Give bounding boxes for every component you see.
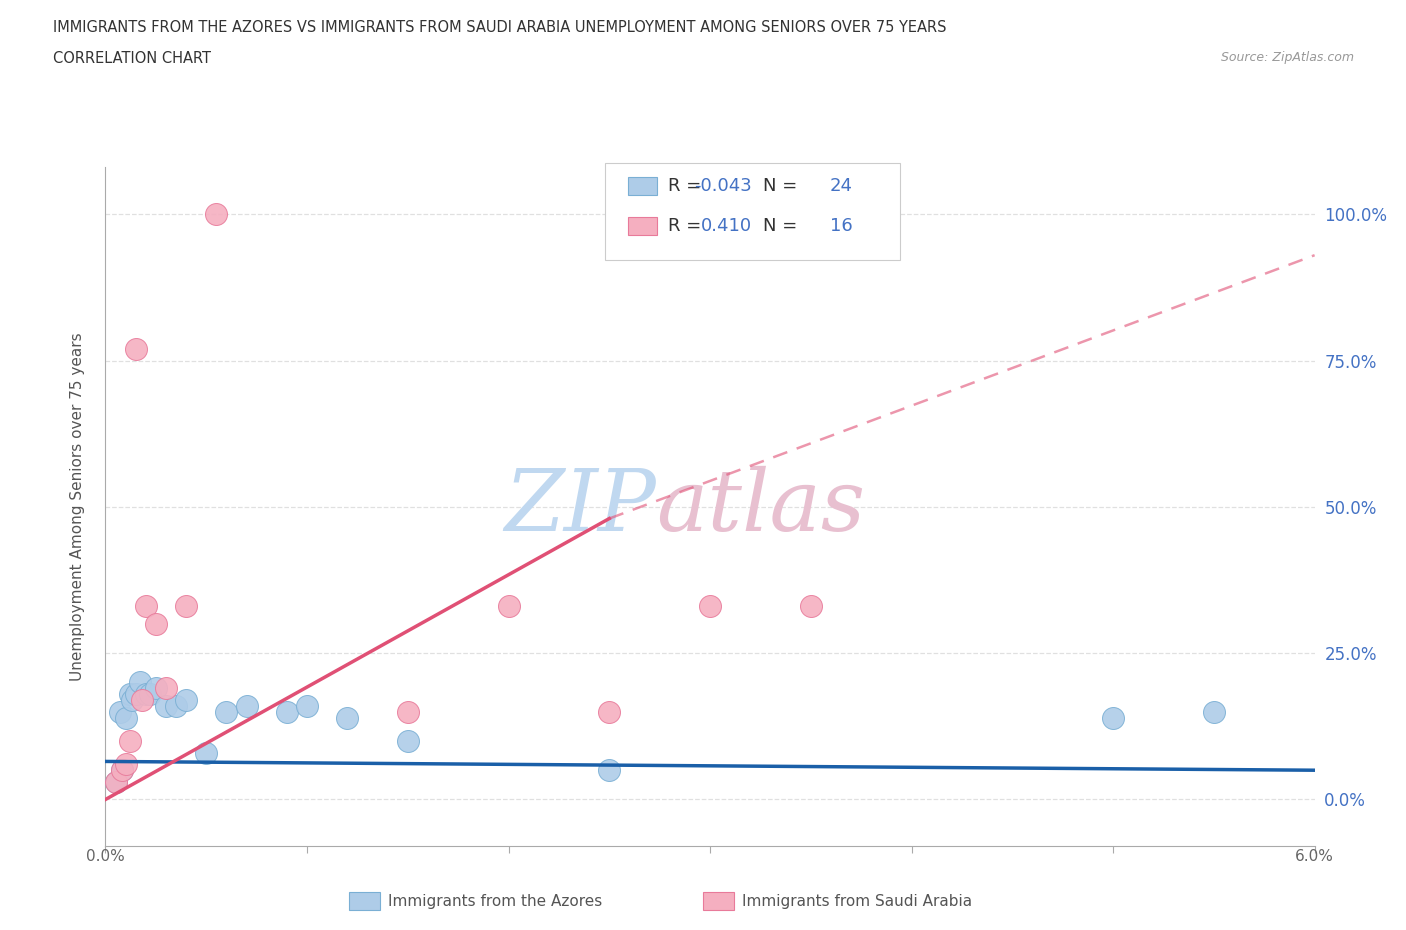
Point	[110, 763, 132, 777]
Point	[174, 599, 197, 614]
Text: Source: ZipAtlas.com: Source: ZipAtlas.com	[1220, 51, 1354, 64]
Point	[108, 704, 131, 719]
Point	[155, 681, 177, 696]
Point	[104, 775, 127, 790]
Text: 16: 16	[830, 217, 852, 235]
Text: R =: R =	[668, 177, 707, 195]
Point	[135, 599, 157, 614]
Text: N =: N =	[763, 177, 803, 195]
Point	[125, 686, 148, 701]
Point	[396, 704, 419, 719]
Y-axis label: Unemployment Among Seniors over 75 years: Unemployment Among Seniors over 75 years	[70, 333, 84, 681]
Text: R =: R =	[668, 217, 707, 235]
Text: IMMIGRANTS FROM THE AZORES VS IMMIGRANTS FROM SAUDI ARABIA UNEMPLOYMENT AMONG SE: IMMIGRANTS FROM THE AZORES VS IMMIGRANTS…	[53, 20, 946, 35]
Point	[396, 734, 419, 749]
Text: 24: 24	[830, 177, 852, 195]
Point	[165, 698, 187, 713]
Point	[598, 704, 620, 719]
Point	[114, 757, 136, 772]
Point	[498, 599, 520, 614]
Point	[174, 693, 197, 708]
Point	[295, 698, 318, 713]
Point	[195, 745, 218, 760]
Point	[125, 341, 148, 356]
Point	[1202, 704, 1225, 719]
Point	[800, 599, 823, 614]
Point	[135, 686, 157, 701]
Text: atlas: atlas	[655, 466, 865, 548]
Point	[121, 693, 143, 708]
Text: 0.410: 0.410	[702, 217, 752, 235]
Point	[139, 686, 162, 701]
Point	[131, 693, 153, 708]
Point	[104, 775, 127, 790]
Point	[1102, 711, 1125, 725]
Point	[155, 698, 177, 713]
Text: Immigrants from the Azores: Immigrants from the Azores	[388, 894, 602, 909]
Text: N =: N =	[763, 217, 803, 235]
Point	[235, 698, 257, 713]
Point	[276, 704, 298, 719]
Point	[128, 675, 150, 690]
Point	[145, 617, 167, 631]
Point	[598, 763, 620, 777]
Text: ZIP: ZIP	[503, 466, 655, 548]
Point	[215, 704, 238, 719]
Text: -0.043: -0.043	[695, 177, 752, 195]
Text: CORRELATION CHART: CORRELATION CHART	[53, 51, 211, 66]
Point	[114, 711, 136, 725]
Point	[205, 206, 228, 221]
Point	[118, 686, 141, 701]
Point	[145, 681, 167, 696]
Point	[110, 763, 132, 777]
Point	[118, 734, 141, 749]
Text: 0.0%: 0.0%	[86, 849, 125, 864]
Text: 6.0%: 6.0%	[1295, 849, 1334, 864]
Point	[336, 711, 359, 725]
Text: Immigrants from Saudi Arabia: Immigrants from Saudi Arabia	[742, 894, 973, 909]
Point	[699, 599, 721, 614]
